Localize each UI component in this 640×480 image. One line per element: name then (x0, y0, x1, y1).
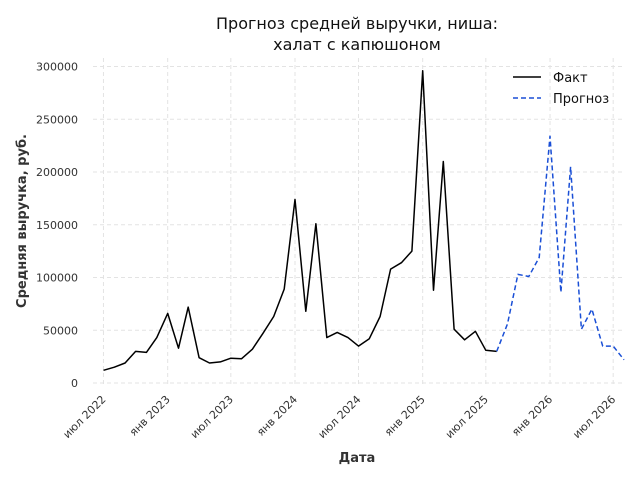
y-tick-label: 50000 (43, 324, 78, 337)
x-tick-label: янв 2024 (254, 393, 300, 439)
series-layer (103, 70, 625, 372)
y-tick-label: 150000 (36, 219, 78, 232)
legend-label-forecast: Прогноз (553, 92, 609, 107)
x-tick-label: янв 2025 (382, 393, 428, 439)
chart-title-line-2: халат с капюшоном (273, 35, 441, 54)
x-axis-label: Дата (339, 451, 376, 466)
series-line-fact (103, 70, 497, 372)
x-tick-label: июл 2026 (570, 393, 618, 441)
x-tick-label: июл 2024 (316, 393, 364, 441)
legend-label-fact: Факт (553, 71, 588, 86)
grid (93, 58, 624, 385)
x-tick-label: июл 2023 (188, 393, 236, 441)
y-axis-label: Средняя выручка, руб. (15, 134, 30, 308)
x-tick-label: июл 2025 (443, 393, 491, 441)
x-axis-ticks: июл 2022 янв 2023 июл 2023 янв 2024 июл 2024… (61, 393, 619, 441)
x-tick-label: янв 2023 (127, 393, 173, 439)
x-tick-label: янв 2026 (509, 393, 555, 439)
y-tick-label: 0 (71, 377, 78, 390)
y-axis-ticks: 0 50000 100000 150000 200000 250000 300000 (36, 61, 78, 390)
y-tick-label: 200000 (36, 166, 78, 179)
chart-title-line-1: Прогноз средней выручки, ниша: (216, 14, 498, 33)
y-tick-label: 100000 (36, 272, 78, 285)
y-tick-label: 250000 (36, 113, 78, 126)
y-tick-label: 300000 (36, 61, 78, 74)
x-tick-label: июл 2022 (61, 393, 109, 441)
legend: Факт Прогноз (513, 71, 609, 107)
series-line-forecast (496, 135, 625, 361)
